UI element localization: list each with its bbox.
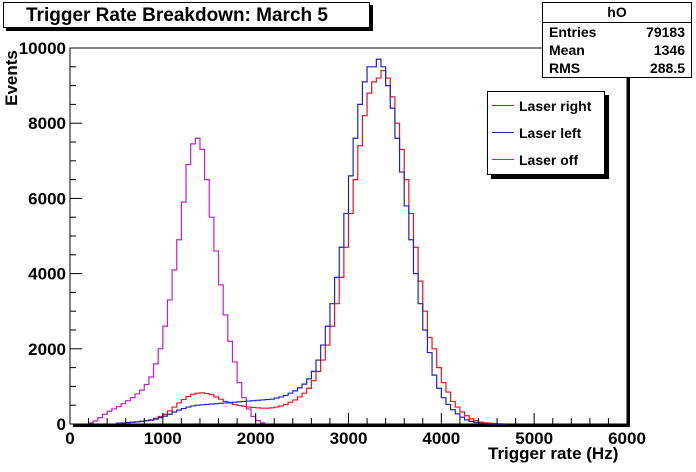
chart-title: Trigger Rate Breakdown: March 5 [26,5,328,26]
stats-label: Mean [549,42,585,58]
stats-box: hO Entries 79183 Mean 1346 RMS 288.5 [542,2,692,78]
stats-label: RMS [549,60,581,76]
x-tick-label: 1000 [144,429,182,448]
stats-title: hO [543,3,691,23]
x-tick-label: 0 [65,429,74,448]
x-tick-label: 3000 [330,429,368,448]
x-tick-label: 4000 [422,429,460,448]
x-tick-label: 6000 [608,429,646,448]
stats-value: 79183 [646,24,685,40]
stats-row-rms: RMS 288.5 [543,59,691,77]
legend-label: Laser off [519,151,579,168]
legend: Laser right Laser left Laser off [487,91,605,175]
stats-row-mean: Mean 1346 [543,41,691,59]
stats-label: Entries [549,24,597,40]
y-tick-label: 4000 [28,265,66,284]
x-tick-label: 2000 [237,429,275,448]
y-tick-label: 6000 [28,189,66,208]
legend-item: Laser right [488,92,604,119]
stats-value: 288.5 [649,60,685,76]
legend-swatch [492,132,514,133]
legend-swatch [492,105,514,106]
x-tick-label: 5000 [515,429,553,448]
legend-item: Laser left [488,119,604,146]
y-axis-title: Events [2,50,21,106]
y-tick-label: 2000 [28,340,66,359]
legend-label: Laser right [519,97,592,114]
series-laser-left [115,58,507,425]
legend-label: Laser left [519,124,582,141]
chart-title-box: Trigger Rate Breakdown: March 5 [3,2,370,28]
series-laser-off [87,137,266,424]
legend-swatch [492,159,514,160]
legend-item: Laser off [488,146,604,173]
y-tick-label: 8000 [28,114,66,133]
stats-value: 1346 [653,42,685,58]
series-laser-right [115,69,507,425]
stats-row-entries: Entries 79183 [543,23,691,41]
x-axis-title: Trigger rate (Hz) [488,444,619,463]
y-tick-label: 0 [57,415,66,434]
y-tick-label: 10000 [19,39,66,58]
